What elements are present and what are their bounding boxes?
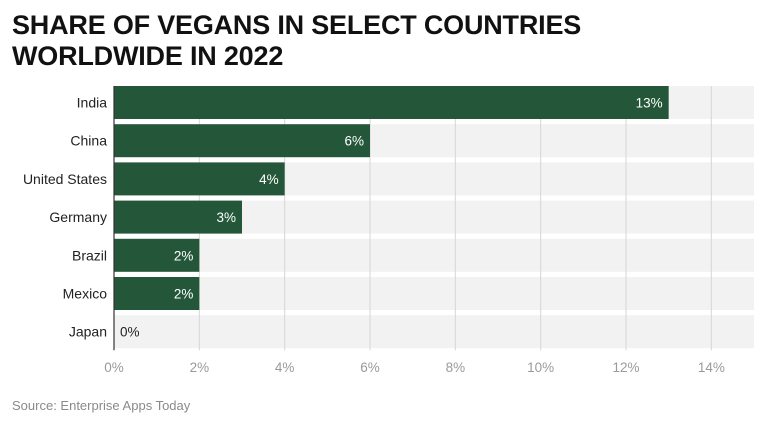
chart-title: SHARE OF VEGANS IN SELECT COUNTRIES WORL…	[12, 10, 582, 71]
category-labels: India China United States Germany Brazil Mexi…	[23, 95, 107, 340]
data-labels: 13% 6% 4% 3% 2% 2% 0%	[120, 96, 663, 340]
bar-track	[114, 277, 754, 310]
x-tick-label: 2%	[190, 360, 210, 375]
bar-data-label: 2%	[174, 248, 194, 263]
bar-data-label: 6%	[344, 134, 364, 149]
bar-data-label: 2%	[174, 287, 194, 302]
bar-data-label: 13%	[636, 96, 663, 111]
bar	[114, 200, 242, 234]
x-tick-label: 0%	[104, 360, 124, 375]
category-label: Brazil	[72, 247, 107, 263]
bar-data-label: 4%	[259, 172, 279, 187]
category-label: China	[70, 133, 107, 149]
x-tick-label: 12%	[612, 360, 639, 375]
bar-track	[114, 315, 754, 349]
x-axis-tick-labels: 0% 2% 4% 6% 8% 10% 12% 14%	[104, 360, 725, 375]
x-tick-label: 10%	[527, 360, 554, 375]
category-label: Mexico	[63, 286, 108, 302]
category-label: United States	[23, 171, 107, 187]
bar-track	[114, 238, 754, 272]
bar	[114, 124, 370, 158]
category-label: Japan	[69, 324, 107, 340]
category-label: Germany	[49, 209, 107, 225]
bar	[114, 86, 669, 119]
x-tick-label: 4%	[275, 360, 295, 375]
bar-data-label: 3%	[216, 210, 236, 225]
bar	[114, 162, 285, 196]
category-label: India	[77, 95, 108, 111]
bar-data-label: 0%	[120, 325, 140, 340]
bars	[114, 86, 669, 310]
bar	[114, 277, 200, 310]
x-tick-label: 14%	[698, 360, 725, 375]
x-tick-label: 8%	[446, 360, 466, 375]
bar	[114, 238, 200, 272]
x-tick-label: 6%	[360, 360, 380, 375]
source-note: Source: Enterprise Apps Today	[12, 398, 191, 413]
